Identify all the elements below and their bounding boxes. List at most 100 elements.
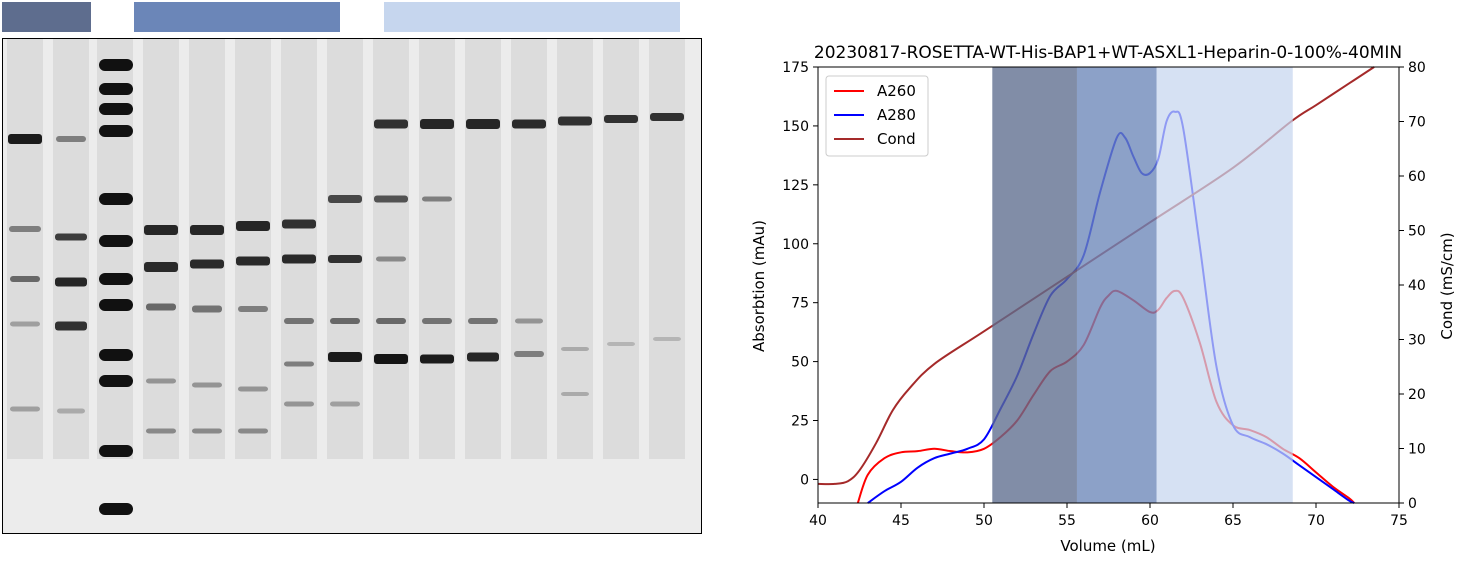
chromatogram-chart: 40 45 50 55 60 65 70 75 0 25 50 75 100 125 150 175 0 10… [750,43,1456,555]
y2-tick-label: 50 [1408,224,1426,240]
gel-band [558,116,592,126]
y-tick-label: 100 [782,237,809,253]
gel-band [422,318,452,324]
gel-band [422,196,452,202]
gel-band [376,318,406,324]
gel-band [653,337,681,341]
gel-band [192,382,222,388]
y2-tick-label: 40 [1408,278,1426,294]
gel-band [514,351,544,357]
gel-band [468,318,498,324]
gel-band [55,277,87,287]
gel-band [238,386,268,392]
x-tick-label: 45 [892,513,910,529]
gel-band [376,256,406,262]
gel-band [607,342,635,346]
gel-band [55,233,87,241]
gel-band [190,259,224,269]
ladder-band [99,193,133,205]
fraction-region-3 [1156,67,1293,503]
gel-lane [373,39,409,459]
gel-band [561,347,589,351]
gel-band [10,321,40,327]
gel-lane [281,39,317,459]
fraction-bar-2 [134,2,340,32]
gel-lane [7,39,43,459]
y-tick-label: 175 [782,60,809,76]
gel-band [330,318,360,324]
x-axis: 40 45 50 55 60 65 70 75 [809,503,1408,529]
gel-band [284,401,314,407]
y-tick-label: 75 [791,296,809,312]
gel-lane [603,39,639,459]
gel-band [420,119,454,129]
gel-band [10,406,40,412]
ladder-band [99,273,133,285]
ladder-band [99,375,133,387]
y2-tick-label: 70 [1408,115,1426,131]
legend: A260 A280 Cond [825,75,929,157]
gel-band [144,225,178,235]
gel-lane [97,39,133,459]
chart-title: 20230817-ROSETTA-WT-His-BAP1+WT-ASXL1-He… [814,43,1402,63]
gel-lane [189,39,225,459]
gel-lane [465,39,501,459]
ladder-band [99,83,133,95]
gel-band [192,305,222,313]
x-axis-label: Volume (mL) [1060,537,1155,555]
series-line-cond [817,66,1375,486]
y-tick-label: 0 [800,472,809,488]
fraction-region-1 [992,67,1077,503]
ladder-band [99,299,133,311]
ladder-band [99,503,133,515]
gel-band [55,321,87,331]
gel-band [8,134,42,144]
x-tick-label: 75 [1390,513,1408,529]
y2-tick-label: 20 [1408,387,1426,403]
gel-band [328,352,362,362]
y-tick-label: 50 [791,355,809,371]
gel-band [57,408,85,414]
fraction-region-2 [1076,67,1157,503]
fraction-bar-3 [384,2,680,32]
legend-label: A260 [877,82,916,100]
gel-band [238,428,268,434]
gel-band [190,225,224,235]
gel-band [561,392,589,396]
legend-box [825,75,929,157]
x-tick-label: 65 [1224,513,1242,529]
gel-band [236,221,270,231]
gel-band [236,256,270,266]
gel-bands [3,39,700,532]
gel-band [10,276,40,282]
gel-band [56,136,86,142]
gel-band [282,254,316,264]
ladder-band [99,59,133,71]
gel-band [282,219,316,229]
x-tick-label: 50 [975,513,993,529]
gel-lane [649,39,685,459]
ladder-band [99,125,133,137]
gel-band [374,195,408,203]
gel-lane [235,39,271,459]
gel-lane [557,39,593,459]
gel-band [192,428,222,434]
x-tick-label: 60 [1141,513,1159,529]
gel-band [330,401,360,407]
y-tick-label: 25 [791,414,809,430]
series-layer [817,66,1375,504]
gel-band [374,354,408,364]
y-axis-label: Absorbtion (mAu) [750,220,768,352]
gel-band [144,262,178,272]
gel-image [2,38,702,534]
fraction-bar-1 [2,2,91,32]
ladder-band [99,349,133,361]
y2-tick-label: 80 [1408,60,1426,76]
gel-band [512,119,546,129]
y-tick-label: 150 [782,119,809,135]
gel-band [146,378,176,384]
y-axis-right: 0 10 20 30 40 50 60 70 80 [1399,60,1426,512]
gel-lane [327,39,363,459]
gel-band [146,428,176,434]
gel-band [146,303,176,311]
